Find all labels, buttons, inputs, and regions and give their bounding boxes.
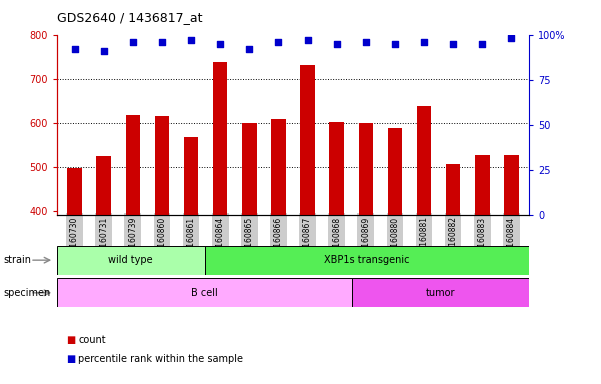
Bar bbox=[126, 115, 140, 215]
Bar bbox=[96, 157, 111, 215]
Point bbox=[273, 39, 283, 45]
Point bbox=[186, 37, 196, 43]
Bar bbox=[475, 155, 490, 215]
Text: XBP1s transgenic: XBP1s transgenic bbox=[324, 255, 409, 265]
Bar bbox=[352, 278, 529, 307]
Point bbox=[303, 37, 313, 43]
Text: percentile rank within the sample: percentile rank within the sample bbox=[78, 354, 243, 364]
Bar bbox=[504, 155, 519, 215]
Bar bbox=[242, 122, 257, 215]
Bar bbox=[67, 168, 82, 215]
Text: ■: ■ bbox=[66, 354, 75, 364]
Point bbox=[419, 39, 429, 45]
Text: count: count bbox=[78, 335, 106, 345]
Bar bbox=[213, 62, 227, 215]
Bar bbox=[154, 116, 169, 215]
Point bbox=[477, 41, 487, 47]
Text: tumor: tumor bbox=[426, 288, 455, 298]
Bar bbox=[57, 278, 352, 307]
Point bbox=[390, 41, 400, 47]
Bar bbox=[271, 119, 285, 215]
Point bbox=[448, 41, 458, 47]
Point bbox=[245, 46, 254, 52]
Bar bbox=[388, 128, 402, 215]
Bar bbox=[184, 137, 198, 215]
Bar bbox=[57, 246, 204, 275]
Point bbox=[128, 39, 138, 45]
Bar bbox=[300, 65, 315, 215]
Text: wild type: wild type bbox=[109, 255, 153, 265]
Bar bbox=[446, 164, 460, 215]
Text: ■: ■ bbox=[66, 335, 75, 345]
Bar bbox=[359, 122, 373, 215]
Bar bbox=[329, 122, 344, 215]
Text: GDS2640 / 1436817_at: GDS2640 / 1436817_at bbox=[57, 12, 203, 25]
Point bbox=[99, 48, 109, 54]
Point bbox=[507, 35, 516, 41]
Bar bbox=[204, 246, 529, 275]
Text: strain: strain bbox=[3, 255, 31, 265]
Bar bbox=[416, 106, 432, 215]
Point bbox=[215, 41, 225, 47]
Text: B cell: B cell bbox=[191, 288, 218, 298]
Point bbox=[157, 39, 166, 45]
Point bbox=[361, 39, 371, 45]
Point bbox=[70, 46, 79, 52]
Point bbox=[332, 41, 341, 47]
Text: specimen: specimen bbox=[3, 288, 50, 298]
